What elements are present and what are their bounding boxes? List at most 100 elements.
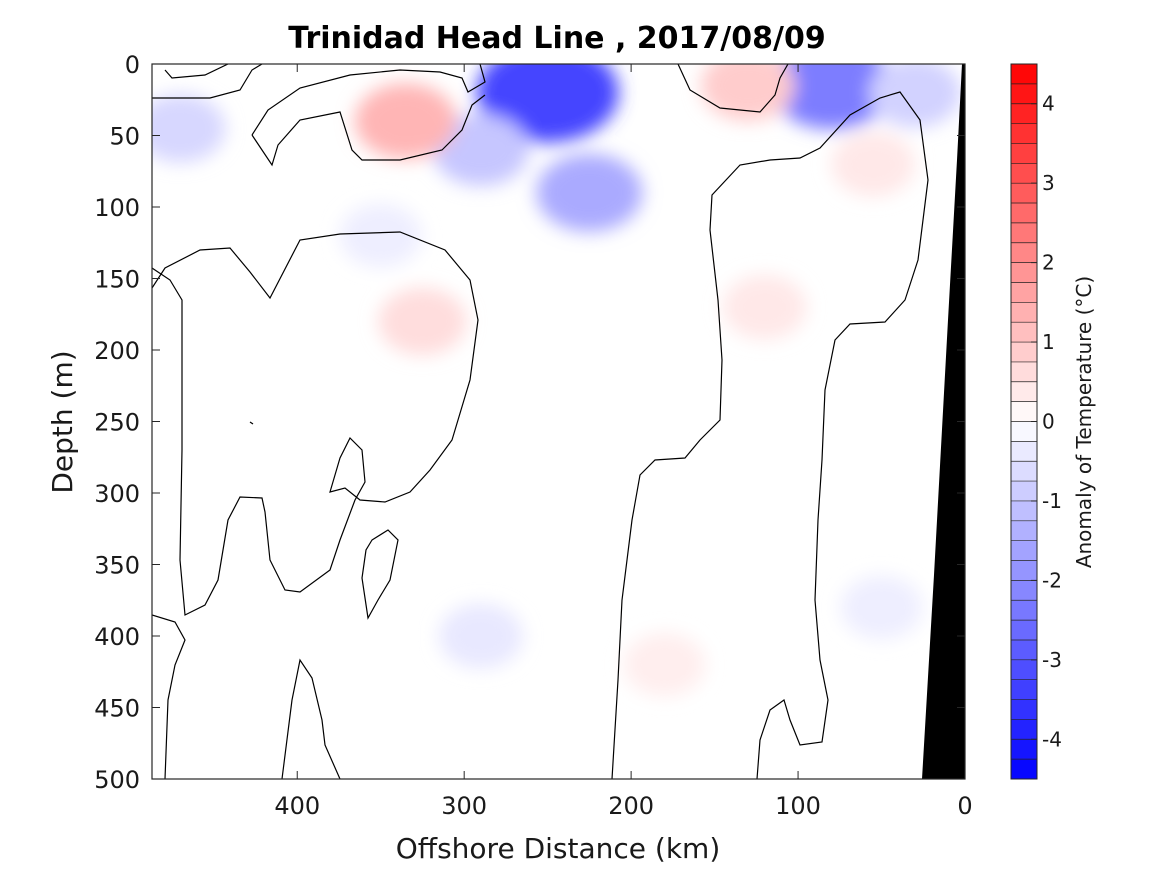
- colorbar-swatch: [1011, 381, 1037, 403]
- colorbar-swatch: [1011, 441, 1037, 462]
- colorbar-swatch: [1011, 183, 1037, 204]
- colorbar-swatch: [1011, 600, 1037, 621]
- colorbar-swatch: [1011, 103, 1037, 125]
- x-tick-label: 0: [957, 792, 972, 820]
- anomaly-blobs: [152, 64, 961, 697]
- colorbar-swatch: [1011, 143, 1037, 164]
- colorbar-swatch: [1011, 262, 1037, 283]
- colorbar-tick-label: 2: [1042, 251, 1055, 275]
- y-tick-label: 50: [109, 123, 140, 151]
- colorbar-swatch: [1011, 361, 1037, 383]
- anomaly-feature: [432, 113, 529, 186]
- colorbar-label: Anomaly of Temperature (°C): [1072, 276, 1096, 568]
- colorbar-swatch: [1011, 242, 1037, 264]
- colorbar-tick-label: 1: [1042, 330, 1055, 354]
- anomaly-feature: [831, 131, 916, 197]
- colorbar-swatch: [1011, 461, 1037, 482]
- colorbar-swatch: [1011, 739, 1037, 760]
- x-tick-label: 200: [608, 792, 654, 820]
- colorbar-swatch: [1011, 83, 1037, 105]
- colorbar-swatch: [1011, 659, 1037, 681]
- y-tick-label: 200: [94, 337, 140, 365]
- contour-line: [361, 529, 399, 620]
- colorbar-swatch: [1011, 282, 1037, 303]
- contour-line: [611, 91, 929, 779]
- seafloor-bathymetry: [922, 64, 965, 779]
- y-axis-label: Depth (m): [46, 350, 79, 493]
- colorbar-tick-label: -3: [1042, 648, 1062, 672]
- x-tick-label: 300: [441, 792, 487, 820]
- contour-line: [281, 658, 341, 779]
- anomaly-feature: [152, 94, 226, 163]
- x-axis: 400 300 200 100 0: [274, 64, 973, 820]
- colorbar-swatch: [1011, 719, 1037, 740]
- anomaly-feature: [339, 203, 422, 268]
- colorbar-swatch: [1011, 520, 1037, 542]
- y-tick-label: 450: [94, 695, 140, 723]
- colorbar-swatch: [1011, 203, 1037, 224]
- colorbar-swatch: [1011, 322, 1037, 343]
- contour-line: [677, 64, 789, 113]
- anomaly-feature: [840, 575, 923, 640]
- colorbar-swatch: [1011, 580, 1037, 601]
- colorbar-swatch: [1011, 560, 1037, 581]
- chart-title: Trinidad Head Line , 2017/08/09: [288, 21, 825, 56]
- contour-line: [152, 64, 263, 99]
- contour-line: [152, 614, 186, 779]
- colorbar-swatch: [1011, 481, 1037, 502]
- colorbar-swatch: [1011, 123, 1037, 144]
- colorbar-swatch: [1011, 679, 1037, 701]
- y-tick-label: 350: [94, 552, 140, 580]
- contour-line: [251, 64, 486, 136]
- x-tick-label: 400: [274, 792, 320, 820]
- colorbar-tick-label: -1: [1042, 489, 1062, 513]
- anomaly-feature: [700, 64, 795, 121]
- anomaly-feature: [536, 153, 643, 232]
- contour-line: [152, 231, 479, 616]
- colorbar-swatch: [1011, 421, 1037, 442]
- y-tick-label: 500: [94, 766, 140, 794]
- colorbar-tick-label: 0: [1042, 410, 1055, 434]
- colorbar-tick-label: 3: [1042, 171, 1055, 195]
- colorbar-swatch: [1011, 620, 1037, 641]
- anomaly-feature: [438, 603, 523, 669]
- colorbar-ticks: 4 3 2 1 0 -1 -2 -3 -4: [1031, 92, 1062, 751]
- y-tick-label: 300: [94, 480, 140, 508]
- anomaly-feature: [722, 274, 807, 340]
- contour-line: [251, 94, 486, 167]
- anomaly-feature: [770, 64, 893, 130]
- colorbar-tick-label: -4: [1042, 727, 1062, 751]
- anomaly-feature: [623, 632, 706, 697]
- y-tick-label: 100: [94, 194, 140, 222]
- colorbar-tick-label: -2: [1042, 568, 1062, 592]
- colorbar-swatch: [1011, 64, 1037, 85]
- contour-line: [249, 421, 254, 425]
- colorbar-swatch: [1011, 699, 1037, 720]
- colorbar-swatch: [1011, 401, 1037, 422]
- anomaly-feature: [868, 64, 961, 128]
- colorbar-tick-label: 4: [1042, 92, 1055, 116]
- anomaly-layer: [152, 64, 961, 779]
- colorbar-swatch: [1011, 500, 1037, 522]
- colorbar-swatch: [1011, 759, 1037, 780]
- y-tick-label: 0: [125, 51, 140, 79]
- x-tick-label: 100: [775, 792, 821, 820]
- y-tick-label: 400: [94, 623, 140, 651]
- contour-line: [164, 64, 229, 79]
- y-tick-label: 250: [94, 409, 140, 437]
- y-axis: 0 50 100 150 200 250 300 350 400 450 500: [94, 51, 965, 794]
- colorbar-swatch: [1011, 540, 1037, 562]
- x-axis-label: Offshore Distance (km): [396, 832, 721, 865]
- colorbar: [1011, 64, 1037, 780]
- y-tick-label: 150: [94, 266, 140, 294]
- anomaly-feature: [378, 287, 467, 355]
- colorbar-swatch: [1011, 163, 1037, 184]
- anomaly-feature: [354, 83, 457, 159]
- zero-contours: [152, 64, 929, 779]
- colorbar-swatch: [1011, 222, 1037, 244]
- colorbar-swatch: [1011, 302, 1037, 323]
- colorbar-swatch: [1011, 342, 1037, 363]
- colorbar-swatch: [1011, 639, 1037, 661]
